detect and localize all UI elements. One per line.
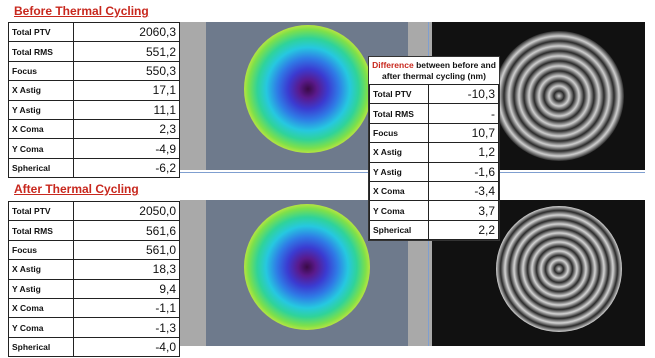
before-wavefront-map xyxy=(244,25,372,153)
difference-title: Difference between before and after ther… xyxy=(369,57,499,84)
table-row: Total RMS - xyxy=(369,103,499,124)
after-table: Total PTV 2050,0 Total RMS 561,6 Focus 561,… xyxy=(8,200,180,358)
row-value: 550,3 xyxy=(73,60,180,82)
row-value: 18,3 xyxy=(73,259,180,280)
before-title: Before Thermal Cycling xyxy=(14,4,149,18)
difference-panel: Difference between before and after ther… xyxy=(368,56,500,242)
row-label: X Astig xyxy=(369,142,429,163)
table-row: Total RMS 551,2 xyxy=(8,41,180,62)
table-row: X Astig 17,1 xyxy=(8,80,180,101)
row-label: Focus xyxy=(369,122,429,144)
row-label: Y Coma xyxy=(369,200,429,221)
row-value: 561,0 xyxy=(73,239,180,261)
table-row: X Coma 2,3 xyxy=(8,118,180,140)
table-row: Y Astig 9,4 xyxy=(8,278,180,299)
row-label: X Astig xyxy=(8,259,74,280)
row-label: Spherical xyxy=(369,219,429,241)
table-row: Y Coma -4,9 xyxy=(8,138,180,159)
table-row: Y Astig 11,1 xyxy=(8,99,180,120)
row-label: Spherical xyxy=(8,336,74,358)
row-label: Total PTV xyxy=(8,200,74,222)
row-value: 2060,3 xyxy=(73,21,180,43)
row-value: 17,1 xyxy=(73,80,180,101)
difference-title-rest: between before and after thermal cycling… xyxy=(382,60,496,81)
table-row: Y Coma -1,3 xyxy=(8,317,180,338)
row-value: 551,2 xyxy=(73,41,180,62)
row-value: 2,2 xyxy=(428,219,499,241)
row-value: -1,1 xyxy=(73,297,180,319)
table-row: Total PTV 2060,3 xyxy=(8,21,180,43)
table-row: Total RMS 561,6 xyxy=(8,220,180,241)
table-row: Y Astig -1,6 xyxy=(369,161,499,182)
row-value: 1,2 xyxy=(428,142,499,163)
before-interferogram xyxy=(494,31,624,161)
table-row: Spherical -6,2 xyxy=(8,157,180,179)
table-row: Focus 10,7 xyxy=(369,122,499,144)
table-row: Focus 550,3 xyxy=(8,60,180,82)
row-label: Focus xyxy=(8,239,74,261)
table-row: Total PTV 2050,0 xyxy=(8,200,180,222)
row-value: 3,7 xyxy=(428,200,499,221)
table-row: X Coma -3,4 xyxy=(369,180,499,202)
row-value: -3,4 xyxy=(428,180,499,202)
table-row: X Coma -1,1 xyxy=(8,297,180,319)
row-label: Y Coma xyxy=(8,317,74,338)
table-row: Total PTV -10,3 xyxy=(369,83,499,105)
row-value: -10,3 xyxy=(428,83,499,105)
row-value: 10,7 xyxy=(428,122,499,144)
row-label: Y Coma xyxy=(8,138,74,159)
row-value: 2050,0 xyxy=(73,200,180,222)
row-label: Total PTV xyxy=(369,83,429,105)
table-row: Y Coma 3,7 xyxy=(369,200,499,221)
row-label: Y Astig xyxy=(369,161,429,182)
before-table: Total PTV 2060,3 Total RMS 551,2 Focus 550,… xyxy=(8,21,180,179)
row-label: X Coma xyxy=(369,180,429,202)
row-label: X Coma xyxy=(8,118,74,140)
row-value: -1,6 xyxy=(428,161,499,182)
row-label: Total RMS xyxy=(369,103,429,124)
table-row: X Astig 1,2 xyxy=(369,142,499,163)
difference-title-highlight: Difference xyxy=(372,60,414,70)
row-label: Total PTV xyxy=(8,21,74,43)
row-value: -4,0 xyxy=(73,336,180,358)
row-label: Spherical xyxy=(8,157,74,179)
row-value: 11,1 xyxy=(73,99,180,120)
after-title: After Thermal Cycling xyxy=(14,182,139,196)
row-label: X Coma xyxy=(8,297,74,319)
after-wavefront-map xyxy=(244,204,370,330)
row-label: Y Astig xyxy=(8,278,74,299)
row-value: -4,9 xyxy=(73,138,180,159)
row-label: Total RMS xyxy=(8,41,74,62)
table-row: Spherical -4,0 xyxy=(8,336,180,358)
row-value: - xyxy=(428,103,499,124)
row-label: Focus xyxy=(8,60,74,82)
row-label: Total RMS xyxy=(8,220,74,241)
row-value: -6,2 xyxy=(73,157,180,179)
table-row: X Astig 18,3 xyxy=(8,259,180,280)
row-value: 9,4 xyxy=(73,278,180,299)
table-row: Spherical 2,2 xyxy=(369,219,499,241)
row-value: -1,3 xyxy=(73,317,180,338)
table-row: Focus 561,0 xyxy=(8,239,180,261)
row-label: X Astig xyxy=(8,80,74,101)
row-label: Y Astig xyxy=(8,99,74,120)
difference-table: Total PTV -10,3 Total RMS - Focus 10,7 X As… xyxy=(369,83,499,241)
after-interferogram xyxy=(496,206,622,332)
row-value: 561,6 xyxy=(73,220,180,241)
row-value: 2,3 xyxy=(73,118,180,140)
